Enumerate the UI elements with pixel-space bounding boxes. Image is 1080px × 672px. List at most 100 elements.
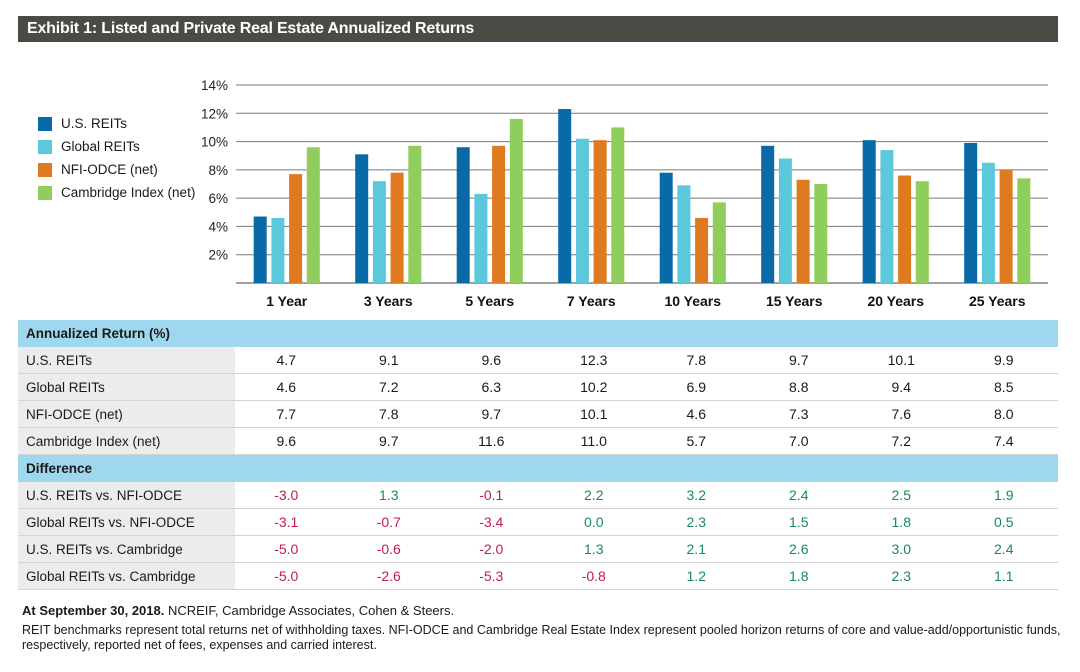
- table-cell: -3.4: [479, 514, 504, 530]
- legend-label: Cambridge Index (net): [61, 185, 196, 200]
- bar-cambridge: [408, 145, 422, 283]
- returns-table: Annualized Return (%) U.S. REITs 4.7 9.1 9.…: [18, 320, 1058, 590]
- bar-nfi_odce: [796, 179, 810, 283]
- bar-cambridge: [915, 181, 929, 283]
- table-cell: -5.0: [274, 541, 299, 557]
- table-cell: 7.6: [891, 406, 911, 422]
- table-cell: 1.8: [789, 568, 809, 584]
- bar-global_reits: [575, 138, 589, 283]
- section-header-returns: Annualized Return (%): [18, 320, 1058, 347]
- table-cell: 2.4: [789, 487, 809, 503]
- bar-cambridge: [509, 118, 523, 283]
- table-cell: 9.4: [891, 379, 911, 395]
- bar-us_reits: [558, 109, 572, 284]
- table-cell: 1.9: [994, 487, 1014, 503]
- bar-cambridge: [814, 184, 828, 283]
- legend-item-global-reits: Global REITs: [38, 135, 195, 158]
- table-cell: -0.1: [479, 487, 504, 503]
- row-label: Cambridge Index (net): [18, 428, 235, 454]
- table-cell: 2.2: [584, 487, 604, 503]
- row-label: Global REITs: [18, 374, 235, 400]
- table-cell: 7.7: [276, 406, 296, 422]
- row-label: U.S. REITs: [18, 347, 235, 373]
- bar-nfi_odce: [289, 174, 303, 283]
- section-title: Annualized Return (%): [26, 326, 170, 341]
- section-title: Difference: [26, 461, 93, 476]
- title-bar: Exhibit 1: Listed and Private Real Estat…: [18, 16, 1058, 42]
- table-cell: 9.7: [789, 352, 809, 368]
- row-label: NFI-ODCE (net): [18, 401, 235, 427]
- table-cell: 7.8: [686, 352, 706, 368]
- table-row: Cambridge Index (net) 9.6 9.7 11.6 11.0 5.7 7.…: [18, 428, 1058, 455]
- table-cell: 10.2: [580, 379, 608, 395]
- table-cell: 9.7: [481, 406, 501, 422]
- bar-chart: 2% 4% 6% 8% 10% 12% 14% 1 Year 3 Years 5 Years 7 Y…: [201, 78, 1048, 309]
- table-row: U.S. REITs vs. Cambridge -5.0 -0.6 -2.0 1.3 2…: [18, 536, 1058, 563]
- bar-us_reits: [355, 154, 369, 283]
- exhibit-title: Exhibit 1: Listed and Private Real Estat…: [27, 20, 475, 37]
- table-cell: 2.4: [994, 541, 1014, 557]
- bar-cambridge: [712, 202, 726, 283]
- bar-nfi_odce: [898, 175, 912, 283]
- table-cell: 10.1: [887, 352, 915, 368]
- bar-us_reits: [761, 145, 775, 283]
- bar-nfi_odce: [695, 217, 709, 283]
- bar-cambridge: [306, 147, 320, 283]
- table-cell: 9.6: [481, 352, 501, 368]
- table-cell: 4.6: [686, 406, 706, 422]
- table-cell: 7.4: [994, 433, 1014, 449]
- legend-swatch-cambridge: [38, 185, 52, 200]
- y-tick-label: 6%: [208, 191, 228, 206]
- x-tick-label: 15 Years: [766, 293, 823, 309]
- table-row: Global REITs vs. Cambridge -5.0 -2.6 -5.3 -0…: [18, 563, 1058, 590]
- table-cell: -0.6: [376, 541, 401, 557]
- x-tick-label: 5 Years: [465, 293, 514, 309]
- table-row: Global REITs vs. NFI-ODCE -3.1 -0.7 -3.4 0.0…: [18, 509, 1058, 536]
- table-cell: 0.0: [584, 514, 604, 530]
- table-cell: -2.6: [376, 568, 401, 584]
- table-cell: 7.0: [789, 433, 809, 449]
- bar-global_reits: [981, 162, 995, 283]
- row-label: Global REITs vs. NFI-ODCE: [18, 509, 235, 535]
- bar-global_reits: [372, 181, 386, 283]
- bar-us_reits: [862, 140, 876, 283]
- table-cell: -2.0: [479, 541, 504, 557]
- footnote-sources: NCREIF, Cambridge Associates, Cohen & St…: [164, 603, 455, 618]
- y-tick-label: 12%: [201, 106, 228, 121]
- table-cell: 7.3: [789, 406, 809, 422]
- table-cell: 9.7: [379, 433, 399, 449]
- footnote-date: At September 30, 2018.: [22, 603, 165, 618]
- table-cell: 7.8: [379, 406, 399, 422]
- table-cell: 8.0: [994, 406, 1014, 422]
- difference-rows: U.S. REITs vs. NFI-ODCE -3.0 1.3 -0.1 2.2 3.2…: [18, 482, 1058, 590]
- table-row: U.S. REITs 4.7 9.1 9.6 12.3 7.8 9.7 10.1 9.9: [18, 347, 1058, 374]
- bar-global_reits: [474, 193, 488, 283]
- table-cell: 8.5: [994, 379, 1014, 395]
- table-cell: 6.9: [686, 379, 706, 395]
- table-cell: 1.2: [686, 568, 706, 584]
- x-tick-label: 25 Years: [969, 293, 1026, 309]
- table-cell: 3.2: [686, 487, 706, 503]
- table-cell: 9.9: [994, 352, 1014, 368]
- footnote-note: REIT benchmarks represent total returns …: [22, 623, 1061, 652]
- table-cell: 1.1: [994, 568, 1014, 584]
- x-tick-label: 3 Years: [364, 293, 413, 309]
- bar-global_reits: [880, 150, 894, 283]
- table-cell: 4.6: [276, 379, 296, 395]
- legend-swatch-us-reits: [38, 116, 52, 131]
- y-tick-label: 8%: [208, 163, 228, 178]
- table-cell: -0.8: [581, 568, 606, 584]
- table-cell: 5.7: [686, 433, 706, 449]
- y-tick-label: 14%: [201, 78, 228, 93]
- bar-nfi_odce: [492, 145, 506, 283]
- legend-swatch-global-reits: [38, 139, 52, 154]
- row-label: U.S. REITs vs. NFI-ODCE: [18, 482, 235, 508]
- bar-nfi_odce: [999, 169, 1013, 283]
- table-cell: 0.5: [994, 514, 1014, 530]
- table-cell: 7.2: [379, 379, 399, 395]
- section-header-difference: Difference: [18, 455, 1058, 482]
- legend-label: NFI-ODCE (net): [61, 162, 158, 177]
- table-cell: 1.3: [584, 541, 604, 557]
- legend-item-nfi-odce: NFI-ODCE (net): [38, 158, 195, 181]
- x-tick-label: 1 Year: [266, 293, 308, 309]
